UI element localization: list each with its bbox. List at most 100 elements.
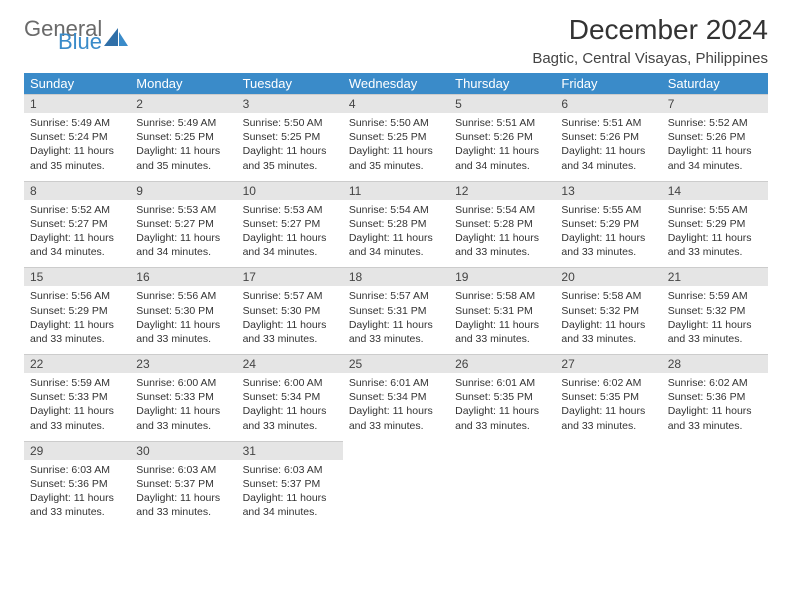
calendar-week-row: 22Sunrise: 5:59 AMSunset: 5:33 PMDayligh… (24, 354, 768, 441)
calendar-cell: 26Sunrise: 6:01 AMSunset: 5:35 PMDayligh… (449, 354, 555, 441)
calendar-cell: 25Sunrise: 6:01 AMSunset: 5:34 PMDayligh… (343, 354, 449, 441)
day-number: 24 (237, 355, 343, 373)
calendar-week-row: 1Sunrise: 5:49 AMSunset: 5:24 PMDaylight… (24, 94, 768, 181)
day-number: 17 (237, 268, 343, 286)
calendar-week-row: 29Sunrise: 6:03 AMSunset: 5:36 PMDayligh… (24, 441, 768, 528)
calendar-cell: 12Sunrise: 5:54 AMSunset: 5:28 PMDayligh… (449, 181, 555, 268)
day-number: 22 (24, 355, 130, 373)
calendar-cell: 4Sunrise: 5:50 AMSunset: 5:25 PMDaylight… (343, 94, 449, 181)
day-details: Sunrise: 5:54 AMSunset: 5:28 PMDaylight:… (343, 200, 449, 268)
day-details: Sunrise: 6:02 AMSunset: 5:35 PMDaylight:… (555, 373, 661, 441)
calendar-cell (662, 441, 768, 528)
calendar-cell: 30Sunrise: 6:03 AMSunset: 5:37 PMDayligh… (130, 441, 236, 528)
day-details: Sunrise: 5:55 AMSunset: 5:29 PMDaylight:… (662, 200, 768, 268)
calendar-cell: 5Sunrise: 5:51 AMSunset: 5:26 PMDaylight… (449, 94, 555, 181)
calendar-cell: 11Sunrise: 5:54 AMSunset: 5:28 PMDayligh… (343, 181, 449, 268)
day-details: Sunrise: 6:03 AMSunset: 5:37 PMDaylight:… (237, 460, 343, 528)
day-details: Sunrise: 5:57 AMSunset: 5:31 PMDaylight:… (343, 286, 449, 354)
calendar-cell: 15Sunrise: 5:56 AMSunset: 5:29 PMDayligh… (24, 267, 130, 354)
day-number: 30 (130, 442, 236, 460)
day-number: 5 (449, 95, 555, 113)
day-number: 20 (555, 268, 661, 286)
day-number: 10 (237, 182, 343, 200)
calendar-cell: 27Sunrise: 6:02 AMSunset: 5:35 PMDayligh… (555, 354, 661, 441)
weekday-header: Saturday (662, 73, 768, 94)
calendar-cell: 23Sunrise: 6:00 AMSunset: 5:33 PMDayligh… (130, 354, 236, 441)
day-number: 3 (237, 95, 343, 113)
day-details: Sunrise: 6:03 AMSunset: 5:36 PMDaylight:… (24, 460, 130, 528)
weekday-header: Friday (555, 73, 661, 94)
day-details: Sunrise: 6:01 AMSunset: 5:34 PMDaylight:… (343, 373, 449, 441)
day-details: Sunrise: 5:51 AMSunset: 5:26 PMDaylight:… (555, 113, 661, 181)
calendar-cell: 13Sunrise: 5:55 AMSunset: 5:29 PMDayligh… (555, 181, 661, 268)
day-details: Sunrise: 5:58 AMSunset: 5:32 PMDaylight:… (555, 286, 661, 354)
day-details: Sunrise: 5:59 AMSunset: 5:33 PMDaylight:… (24, 373, 130, 441)
calendar-cell: 10Sunrise: 5:53 AMSunset: 5:27 PMDayligh… (237, 181, 343, 268)
calendar-week-row: 8Sunrise: 5:52 AMSunset: 5:27 PMDaylight… (24, 181, 768, 268)
day-details: Sunrise: 6:03 AMSunset: 5:37 PMDaylight:… (130, 460, 236, 528)
weekday-header-row: SundayMondayTuesdayWednesdayThursdayFrid… (24, 73, 768, 94)
logo-sail-icon (104, 28, 128, 46)
calendar-cell: 9Sunrise: 5:53 AMSunset: 5:27 PMDaylight… (130, 181, 236, 268)
day-number: 14 (662, 182, 768, 200)
weekday-header: Sunday (24, 73, 130, 94)
day-details: Sunrise: 5:52 AMSunset: 5:27 PMDaylight:… (24, 200, 130, 268)
day-details: Sunrise: 5:53 AMSunset: 5:27 PMDaylight:… (237, 200, 343, 268)
day-details: Sunrise: 5:50 AMSunset: 5:25 PMDaylight:… (343, 113, 449, 181)
calendar-cell: 7Sunrise: 5:52 AMSunset: 5:26 PMDaylight… (662, 94, 768, 181)
day-details: Sunrise: 6:00 AMSunset: 5:34 PMDaylight:… (237, 373, 343, 441)
weekday-header: Tuesday (237, 73, 343, 94)
calendar-cell: 22Sunrise: 5:59 AMSunset: 5:33 PMDayligh… (24, 354, 130, 441)
day-details: Sunrise: 5:49 AMSunset: 5:24 PMDaylight:… (24, 113, 130, 181)
day-details: Sunrise: 5:56 AMSunset: 5:30 PMDaylight:… (130, 286, 236, 354)
day-details: Sunrise: 5:55 AMSunset: 5:29 PMDaylight:… (555, 200, 661, 268)
day-number: 16 (130, 268, 236, 286)
calendar-cell: 31Sunrise: 6:03 AMSunset: 5:37 PMDayligh… (237, 441, 343, 528)
day-details: Sunrise: 5:52 AMSunset: 5:26 PMDaylight:… (662, 113, 768, 181)
day-number: 25 (343, 355, 449, 373)
calendar-table: SundayMondayTuesdayWednesdayThursdayFrid… (24, 73, 768, 527)
calendar-cell: 24Sunrise: 6:00 AMSunset: 5:34 PMDayligh… (237, 354, 343, 441)
calendar-cell: 1Sunrise: 5:49 AMSunset: 5:24 PMDaylight… (24, 94, 130, 181)
day-number: 18 (343, 268, 449, 286)
day-number: 1 (24, 95, 130, 113)
day-number: 2 (130, 95, 236, 113)
day-number: 4 (343, 95, 449, 113)
logo-text-blue: Blue (58, 33, 102, 52)
calendar-cell: 19Sunrise: 5:58 AMSunset: 5:31 PMDayligh… (449, 267, 555, 354)
day-details: Sunrise: 5:49 AMSunset: 5:25 PMDaylight:… (130, 113, 236, 181)
calendar-cell: 3Sunrise: 5:50 AMSunset: 5:25 PMDaylight… (237, 94, 343, 181)
day-number: 19 (449, 268, 555, 286)
calendar-cell: 6Sunrise: 5:51 AMSunset: 5:26 PMDaylight… (555, 94, 661, 181)
day-number: 12 (449, 182, 555, 200)
day-number: 13 (555, 182, 661, 200)
day-number: 26 (449, 355, 555, 373)
day-details: Sunrise: 5:58 AMSunset: 5:31 PMDaylight:… (449, 286, 555, 354)
calendar-cell (343, 441, 449, 528)
logo: General Blue (24, 20, 128, 51)
calendar-cell: 14Sunrise: 5:55 AMSunset: 5:29 PMDayligh… (662, 181, 768, 268)
day-details: Sunrise: 5:59 AMSunset: 5:32 PMDaylight:… (662, 286, 768, 354)
day-details: Sunrise: 5:51 AMSunset: 5:26 PMDaylight:… (449, 113, 555, 181)
day-details: Sunrise: 6:00 AMSunset: 5:33 PMDaylight:… (130, 373, 236, 441)
day-details: Sunrise: 6:01 AMSunset: 5:35 PMDaylight:… (449, 373, 555, 441)
calendar-cell: 21Sunrise: 5:59 AMSunset: 5:32 PMDayligh… (662, 267, 768, 354)
day-number: 28 (662, 355, 768, 373)
day-number: 11 (343, 182, 449, 200)
day-details: Sunrise: 5:54 AMSunset: 5:28 PMDaylight:… (449, 200, 555, 268)
location-subtitle: Bagtic, Central Visayas, Philippines (532, 50, 768, 67)
day-number: 9 (130, 182, 236, 200)
weekday-header: Thursday (449, 73, 555, 94)
day-number: 27 (555, 355, 661, 373)
day-details: Sunrise: 5:50 AMSunset: 5:25 PMDaylight:… (237, 113, 343, 181)
header: General Blue December 2024 Bagtic, Centr… (24, 14, 768, 67)
day-number: 31 (237, 442, 343, 460)
day-details: Sunrise: 5:53 AMSunset: 5:27 PMDaylight:… (130, 200, 236, 268)
weekday-header: Monday (130, 73, 236, 94)
day-details: Sunrise: 5:57 AMSunset: 5:30 PMDaylight:… (237, 286, 343, 354)
day-number: 15 (24, 268, 130, 286)
day-number: 29 (24, 442, 130, 460)
calendar-cell: 2Sunrise: 5:49 AMSunset: 5:25 PMDaylight… (130, 94, 236, 181)
calendar-cell: 20Sunrise: 5:58 AMSunset: 5:32 PMDayligh… (555, 267, 661, 354)
calendar-cell: 18Sunrise: 5:57 AMSunset: 5:31 PMDayligh… (343, 267, 449, 354)
